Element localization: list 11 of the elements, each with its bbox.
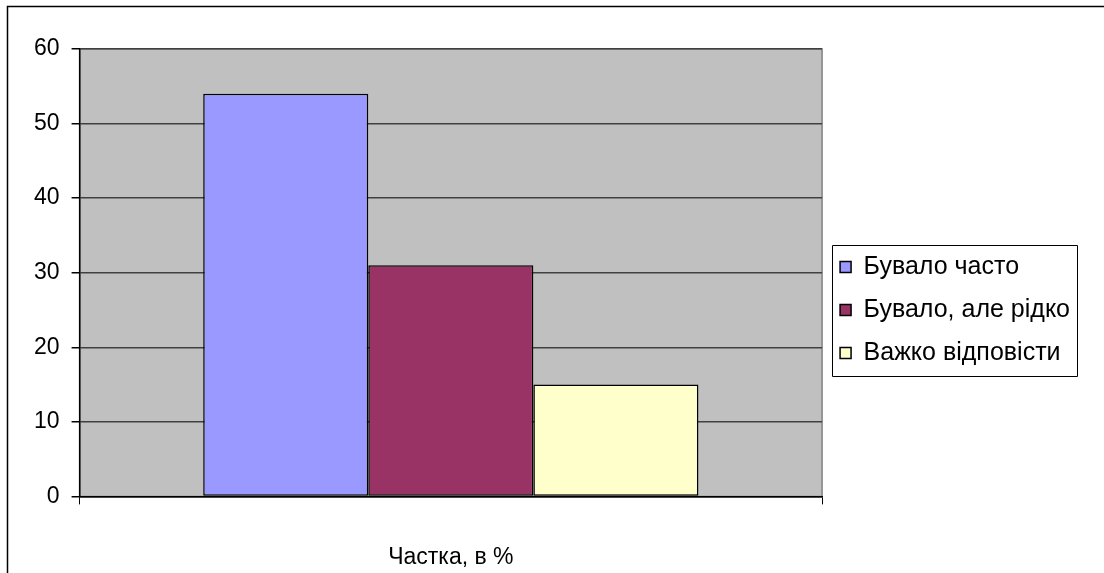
legend-label: Бувало, але рідко [863, 293, 1070, 322]
y-tick-label: 10 [33, 407, 60, 434]
y-tick-label: 50 [33, 108, 60, 135]
y-tick-label: 60 [33, 34, 60, 61]
y-tick-label: 40 [33, 183, 60, 210]
legend-label: Важко відповісти [863, 336, 1061, 365]
y-tick-label: 20 [33, 332, 60, 359]
y-tick-label: 0 [46, 481, 60, 508]
y-tick-label: 30 [33, 258, 60, 285]
legend-label: Бувало часто [863, 250, 1020, 279]
x-axis-title: Частка, в % [388, 542, 514, 569]
